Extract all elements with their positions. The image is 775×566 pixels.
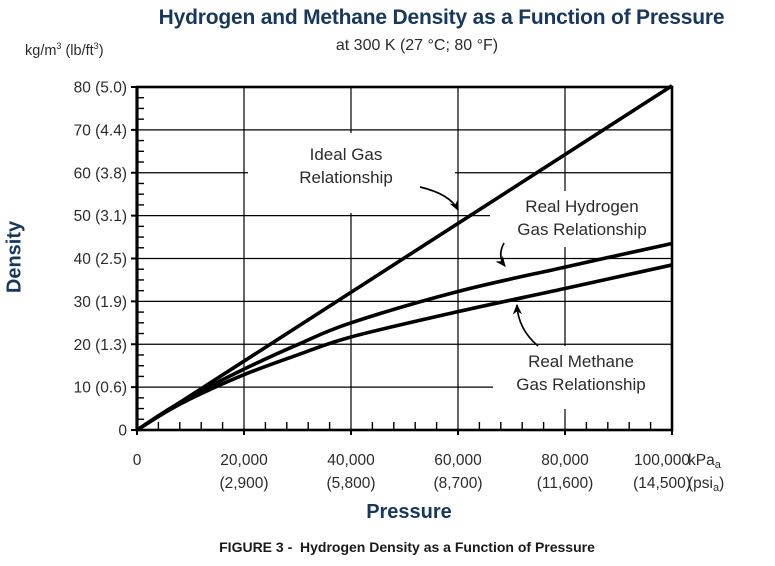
y-tick-labels: 0 10 (0.6) 20 (1.3) 30 (1.9) 40 (2.5) 50 (3.1…	[74, 80, 128, 440]
methane-arrow	[512, 303, 539, 347]
methane-label-mask	[493, 346, 671, 409]
hydrogen-arrow	[495, 242, 506, 267]
x-axis-title: Pressure	[366, 501, 452, 523]
x-unit-kpa: kPaa	[688, 452, 722, 471]
annotation-masks	[248, 133, 671, 409]
figure-caption: FIGURE 3 - Hydrogen Density as a Functio…	[219, 539, 595, 555]
ideal-label-line2: Relationship	[299, 168, 393, 187]
x-tick-label-psi: (8,700)	[433, 475, 482, 492]
curve-real-methane-gas-relationship	[136, 263, 673, 432]
data-series	[136, 84, 673, 432]
x-tick-label-kpa: 0	[133, 452, 142, 469]
chart-title: Hydrogen and Methane Density as a Functi…	[158, 6, 725, 29]
x-tick-label-kpa: 60,000	[434, 452, 482, 469]
y-tick-label: 10 (0.6)	[74, 380, 127, 397]
y-tick-label: 0	[118, 423, 127, 440]
x-tick-label-psi: (14,500)	[633, 475, 691, 492]
hydrogen-label-line1: Real Hydrogen	[525, 197, 638, 216]
ideal-label-mask	[248, 133, 455, 213]
x-axis-unit-labels: kPaa (psia)	[688, 452, 724, 494]
y-tick-label: 80 (5.0)	[74, 80, 127, 97]
x-tick-label-kpa: 80,000	[541, 452, 589, 469]
hydrogen-label-mask	[490, 191, 671, 247]
x-tick-label-psi: (11,600)	[537, 475, 594, 492]
y-tick-label: 70 (4.4)	[74, 122, 127, 139]
x-tick-label-psi: (2,900)	[219, 475, 268, 492]
x-tick-label-kpa: 40,000	[327, 452, 375, 469]
ideal-arrow	[419, 186, 459, 211]
methane-label-line2: Gas Relationship	[516, 375, 645, 394]
y-axis-unit-label: kg/m3 (lb/ft3)	[25, 41, 104, 59]
y-tick-label: 30 (1.9)	[74, 294, 127, 311]
x-tick-label-psi: (5,800)	[326, 475, 375, 492]
x-tick-labels: 0 20,000 40,000 60,000 80,000 100,000 (2,900) (…	[133, 452, 691, 492]
y-tick-label: 40 (2.5)	[74, 251, 127, 268]
chart-subtitle: at 300 K (27 °C; 80 °F)	[335, 37, 499, 54]
y-axis-title: Density	[3, 220, 26, 294]
x-unit-psi: (psia)	[688, 475, 724, 494]
x-tick-label-kpa: 100,000	[634, 452, 690, 469]
ideal-label-line1: Ideal Gas	[310, 145, 383, 164]
y-tick-label: 50 (3.1)	[74, 208, 127, 225]
annotations: Ideal Gas Relationship Real Hydrogen Gas Re…	[299, 145, 647, 394]
y-tick-label: 20 (1.3)	[74, 337, 127, 354]
hydrogen-label-line2: Gas Relationship	[517, 220, 646, 239]
curve-ideal-gas-relationship	[136, 84, 673, 432]
x-tick-label-kpa: 20,000	[220, 452, 268, 469]
y-tick-label: 60 (3.8)	[74, 165, 127, 182]
methane-label-line1: Real Methane	[528, 352, 634, 371]
